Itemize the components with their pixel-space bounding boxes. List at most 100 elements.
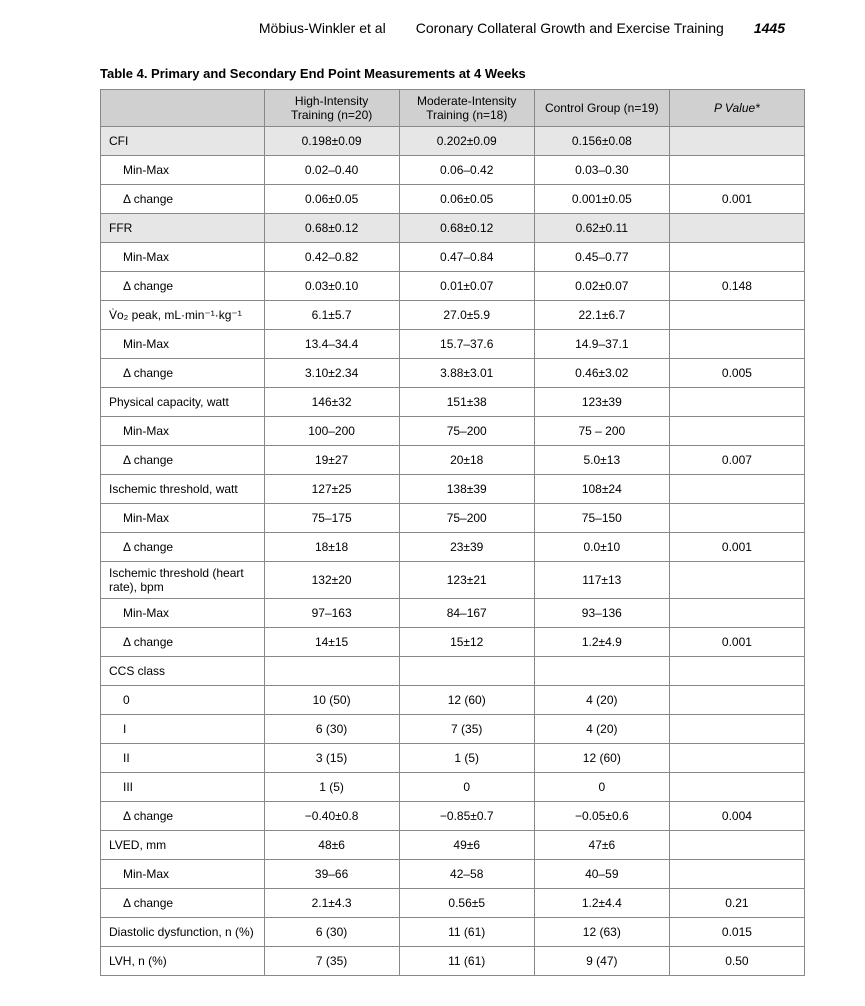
p-value-cell: 0.015 <box>669 918 804 947</box>
data-cell: 75–200 <box>399 417 534 446</box>
p-value-cell <box>669 773 804 802</box>
data-cell: 108±24 <box>534 475 669 504</box>
table-row: Δ change18±1823±390.0±100.001 <box>101 533 805 562</box>
data-cell: 3 (15) <box>264 744 399 773</box>
row-label: Δ change <box>101 533 265 562</box>
p-value-cell <box>669 504 804 533</box>
table-row: II3 (15)1 (5)12 (60) <box>101 744 805 773</box>
data-cell: 7 (35) <box>399 715 534 744</box>
data-cell: −0.40±0.8 <box>264 802 399 831</box>
data-cell: 18±18 <box>264 533 399 562</box>
data-cell: 0.68±0.12 <box>264 214 399 243</box>
data-cell: 3.10±2.34 <box>264 359 399 388</box>
data-cell: 75–175 <box>264 504 399 533</box>
header-page-number: 1445 <box>754 20 785 36</box>
data-cell: 127±25 <box>264 475 399 504</box>
p-value-cell: 0.21 <box>669 889 804 918</box>
data-cell: 0.45–0.77 <box>534 243 669 272</box>
data-cell: 1 (5) <box>399 744 534 773</box>
p-value-cell <box>669 657 804 686</box>
data-cell: 5.0±13 <box>534 446 669 475</box>
data-cell: 12 (60) <box>399 686 534 715</box>
p-value-cell <box>669 599 804 628</box>
data-cell: 0.42–0.82 <box>264 243 399 272</box>
data-cell: 9 (47) <box>534 947 669 976</box>
p-value-cell <box>669 156 804 185</box>
p-value-cell: 0.001 <box>669 185 804 214</box>
table-row: CCS class <box>101 657 805 686</box>
data-cell: 42–58 <box>399 860 534 889</box>
data-cell: 75–200 <box>399 504 534 533</box>
p-value-cell <box>669 475 804 504</box>
data-cell: 0.03–0.30 <box>534 156 669 185</box>
table-row: LVH, n (%)7 (35)11 (61)9 (47)0.50 <box>101 947 805 976</box>
header-title: Coronary Collateral Growth and Exercise … <box>416 20 724 36</box>
data-cell: 123±39 <box>534 388 669 417</box>
row-label: Δ change <box>101 446 265 475</box>
data-cell: 23±39 <box>399 533 534 562</box>
row-label: Min-Max <box>101 599 265 628</box>
data-cell: 1.2±4.9 <box>534 628 669 657</box>
data-cell: 12 (63) <box>534 918 669 947</box>
data-cell: 0 <box>399 773 534 802</box>
table-row: FFR0.68±0.120.68±0.120.62±0.11 <box>101 214 805 243</box>
data-cell: 15.7–37.6 <box>399 330 534 359</box>
data-cell: 40–59 <box>534 860 669 889</box>
p-value-cell: 0.004 <box>669 802 804 831</box>
p-value-cell <box>669 330 804 359</box>
table-row: III1 (5)00 <box>101 773 805 802</box>
row-label: Min-Max <box>101 330 265 359</box>
data-cell: 27.0±5.9 <box>399 301 534 330</box>
data-cell: 39–66 <box>264 860 399 889</box>
data-cell: 138±39 <box>399 475 534 504</box>
p-value-cell <box>669 388 804 417</box>
row-label: Physical capacity, watt <box>101 388 265 417</box>
row-label: CFI <box>101 127 265 156</box>
data-cell: 20±18 <box>399 446 534 475</box>
data-cell: 4 (20) <box>534 715 669 744</box>
table-row: Min-Max75–17575–20075–150 <box>101 504 805 533</box>
row-label: III <box>101 773 265 802</box>
data-cell: 0.06±0.05 <box>399 185 534 214</box>
data-cell: 75–150 <box>534 504 669 533</box>
data-cell: 13.4–34.4 <box>264 330 399 359</box>
row-label: LVED, mm <box>101 831 265 860</box>
p-value-cell: 0.001 <box>669 533 804 562</box>
data-cell: 0.0±10 <box>534 533 669 562</box>
data-cell: 10 (50) <box>264 686 399 715</box>
row-label: LVH, n (%) <box>101 947 265 976</box>
data-cell: 0.198±0.09 <box>264 127 399 156</box>
data-cell <box>534 657 669 686</box>
p-value-label: P Value* <box>714 101 760 115</box>
col-header-control: Control Group (n=19) <box>534 90 669 127</box>
data-cell: 0.68±0.12 <box>399 214 534 243</box>
data-cell: 19±27 <box>264 446 399 475</box>
p-value-cell <box>669 301 804 330</box>
data-cell: 22.1±6.7 <box>534 301 669 330</box>
data-cell: 0.02±0.07 <box>534 272 669 301</box>
row-label: Ischemic threshold, watt <box>101 475 265 504</box>
data-cell: 12 (60) <box>534 744 669 773</box>
data-cell: 0.202±0.09 <box>399 127 534 156</box>
table-row: Ischemic threshold, watt127±25138±39108±… <box>101 475 805 504</box>
row-label: FFR <box>101 214 265 243</box>
data-cell: 123±21 <box>399 562 534 599</box>
data-cell: 0.56±5 <box>399 889 534 918</box>
data-cell: 97–163 <box>264 599 399 628</box>
row-label: Min-Max <box>101 860 265 889</box>
table-row: Min-Max97–16384–16793–136 <box>101 599 805 628</box>
row-label: Diastolic dysfunction, n (%) <box>101 918 265 947</box>
data-cell: 84–167 <box>399 599 534 628</box>
data-cell: 11 (61) <box>399 947 534 976</box>
col-header-pvalue: P Value* <box>669 90 804 127</box>
data-cell: 48±6 <box>264 831 399 860</box>
data-cell: 14.9–37.1 <box>534 330 669 359</box>
table-row: V̇o₂ peak, mL·min⁻¹·kg⁻¹6.1±5.727.0±5.92… <box>101 301 805 330</box>
table-header-row: High-Intensity Training (n=20) Moderate-… <box>101 90 805 127</box>
row-label: Ischemic threshold (heart rate), bpm <box>101 562 265 599</box>
table-row: Min-Max0.02–0.400.06–0.420.03–0.30 <box>101 156 805 185</box>
data-cell: 0 <box>534 773 669 802</box>
row-label: V̇o₂ peak, mL·min⁻¹·kg⁻¹ <box>101 301 265 330</box>
row-label: Δ change <box>101 628 265 657</box>
p-value-cell: 0.007 <box>669 446 804 475</box>
